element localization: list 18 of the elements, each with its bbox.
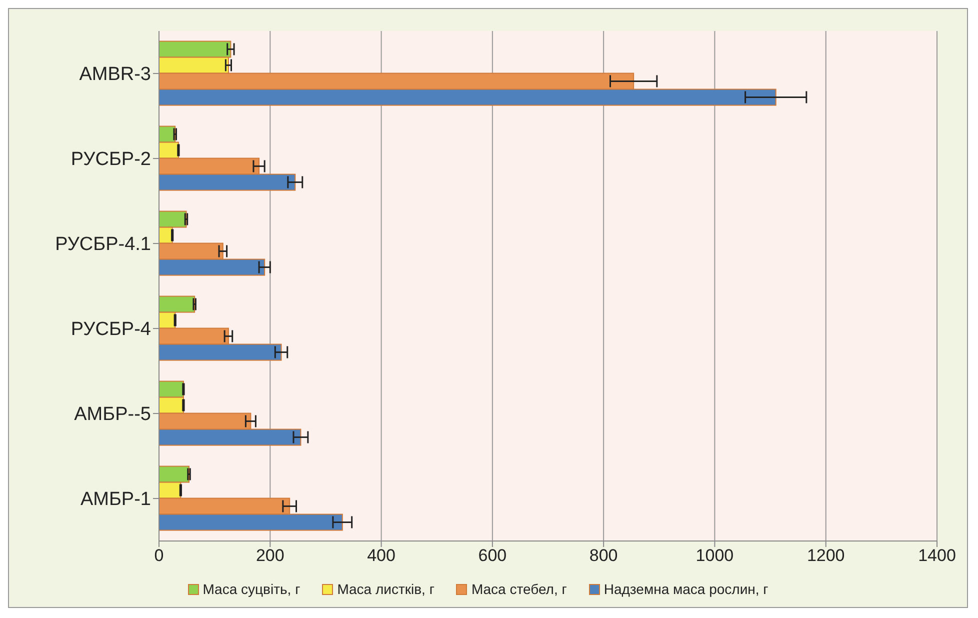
x-tick-label: 1000 <box>696 546 734 566</box>
x-tick-label: 400 <box>367 546 396 566</box>
x-tick-label: 0 <box>154 546 164 566</box>
x-tick-label: 800 <box>589 546 618 566</box>
y-tick-label: AMBR-3 <box>79 64 151 86</box>
legend-label: Маса листків, г <box>337 581 434 597</box>
x-tick-label: 200 <box>256 546 284 566</box>
legend-label: Надземна маса рослин, г <box>604 581 768 597</box>
legend-label: Маса стебел, г <box>471 581 567 597</box>
y-tick-label: РУСБР-2 <box>70 149 151 170</box>
x-tick-label: 600 <box>478 546 507 566</box>
y-tick-label: АМБР--5 <box>74 404 151 426</box>
y-tick-label: РУСБР-4.1 <box>55 234 151 256</box>
x-tick-label: 1400 <box>918 546 956 566</box>
legend-label: Маса суцвіть, г <box>202 581 300 597</box>
y-tick-label: АМБР-1 <box>80 489 151 510</box>
y-tick-label: РУСБР-4 <box>70 319 152 340</box>
x-tick-label: 1200 <box>806 546 845 566</box>
